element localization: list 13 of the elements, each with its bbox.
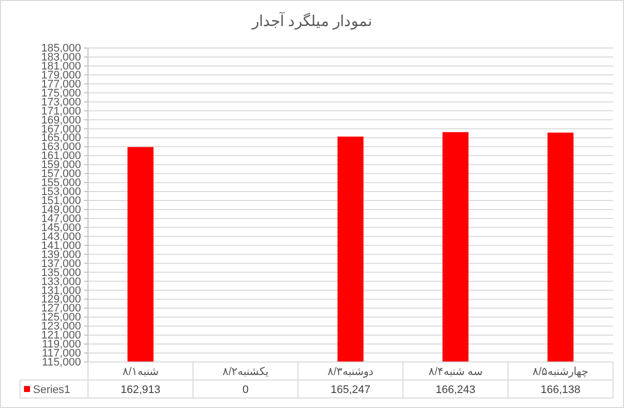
x-tick-label: چهارشنبه۸/۵ — [532, 366, 589, 378]
chart-title: نمودار میلگرد آجدار — [250, 12, 372, 30]
data-label: 166,138 — [540, 384, 580, 396]
y-tick-label: 115,000 — [42, 356, 81, 369]
data-label: 166,243 — [436, 384, 476, 396]
legend-label: Series1 — [33, 384, 70, 396]
text: 0 — [242, 384, 249, 396]
data-label: 165,247 — [330, 384, 370, 396]
x-tick-label: دوشنبه۸/۳ — [327, 366, 374, 378]
x-tick-label: یکشنبه۸/۲ — [222, 366, 269, 378]
x-tick-label: شنبه۸/۱ — [122, 366, 159, 378]
data-label: 162,913 — [120, 384, 160, 396]
x-tick-label: سه شنبه۸/۴ — [428, 366, 483, 378]
